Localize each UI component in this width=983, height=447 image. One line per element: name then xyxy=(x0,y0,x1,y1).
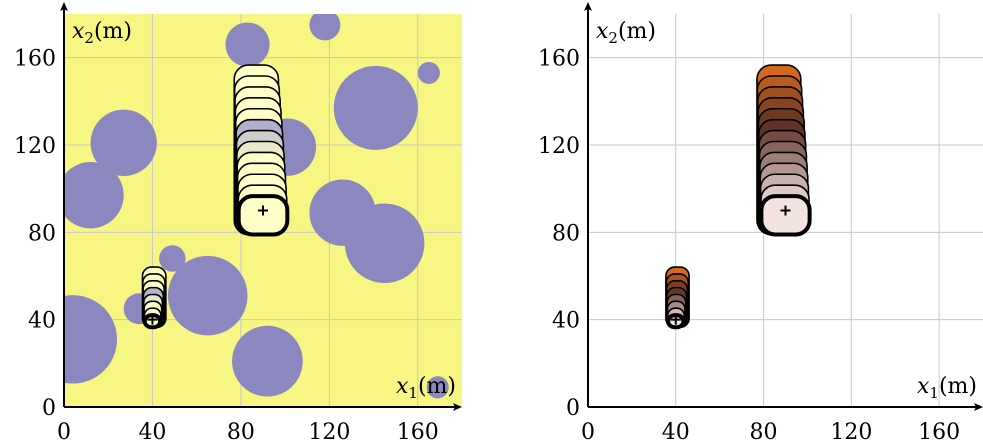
x-tick-label: 0 xyxy=(581,420,595,445)
y-tick-label: 0 xyxy=(566,396,580,421)
agent-footprint-stack xyxy=(233,64,290,237)
axes: 0 40 80 120 160 0 40 80 120 160 x2(m) x1(m) xyxy=(14,2,462,445)
obstacle-circle xyxy=(159,245,186,272)
y-tick-label: 40 xyxy=(552,309,580,334)
y-tick-label: 80 xyxy=(552,221,580,246)
start-marker xyxy=(147,314,158,325)
y-tick-label: 0 xyxy=(42,396,56,421)
x-tick-label: 120 xyxy=(830,420,872,445)
footprint-start-outline xyxy=(759,194,812,237)
obstacle-circle xyxy=(167,255,248,336)
agent-footprint-stack xyxy=(665,266,690,330)
x-axis-arrowhead xyxy=(974,403,983,411)
left-panel: 0 40 80 120 160 0 40 80 120 160 x2(m) x1(m) xyxy=(14,2,462,445)
start-marker xyxy=(780,205,791,216)
x-tick-label: 80 xyxy=(227,420,255,445)
x-axis-label: x1(m) xyxy=(396,374,456,402)
start-marker xyxy=(258,205,268,216)
x-tick-label: 40 xyxy=(138,420,166,445)
obstacle-circle xyxy=(417,61,440,85)
x-axis-label: x1(m) xyxy=(917,374,977,402)
y-axis-arrowhead xyxy=(584,2,592,11)
y-tick-label: 120 xyxy=(14,134,56,159)
obstacle-circle xyxy=(232,325,303,397)
y-axis-label: x2(m) xyxy=(72,19,132,47)
obstacle-circle xyxy=(64,295,118,384)
x-tick-label: 120 xyxy=(308,420,350,445)
obstacle-circle xyxy=(426,376,449,399)
y-tick-label: 120 xyxy=(538,134,580,159)
footprint-start-outline xyxy=(236,194,290,237)
right-panel: 0 40 80 120 160 0 40 80 120 160 x2(m) x1(m) xyxy=(538,2,983,445)
obstacle-circle xyxy=(225,22,270,67)
axes: 0 40 80 120 160 0 40 80 120 160 x2(m) x1(m) xyxy=(538,2,983,445)
x-tick-label: 160 xyxy=(397,420,439,445)
start-marker xyxy=(670,314,681,325)
y-axis-label: x2(m) xyxy=(596,19,656,47)
x-tick-label: 40 xyxy=(662,420,690,445)
y-tick-label: 80 xyxy=(28,221,56,246)
obstacle-circle xyxy=(309,14,341,41)
obstacle-circle xyxy=(333,65,418,150)
obstacle-circle xyxy=(344,203,425,284)
y-tick-label: 160 xyxy=(14,47,56,72)
x-tick-label: 0 xyxy=(57,420,71,445)
y-axis-arrowhead xyxy=(60,2,68,11)
y-tick-label: 40 xyxy=(28,309,56,334)
agent-footprint-stack xyxy=(756,64,812,237)
obstacle-circle xyxy=(90,109,157,176)
x-tick-label: 80 xyxy=(750,420,778,445)
x-tick-label: 160 xyxy=(918,420,960,445)
x-axis-arrowhead xyxy=(453,403,462,411)
obstacle-circle xyxy=(64,162,124,229)
y-tick-label: 160 xyxy=(538,47,580,72)
agent-footprint-stack xyxy=(141,266,167,330)
